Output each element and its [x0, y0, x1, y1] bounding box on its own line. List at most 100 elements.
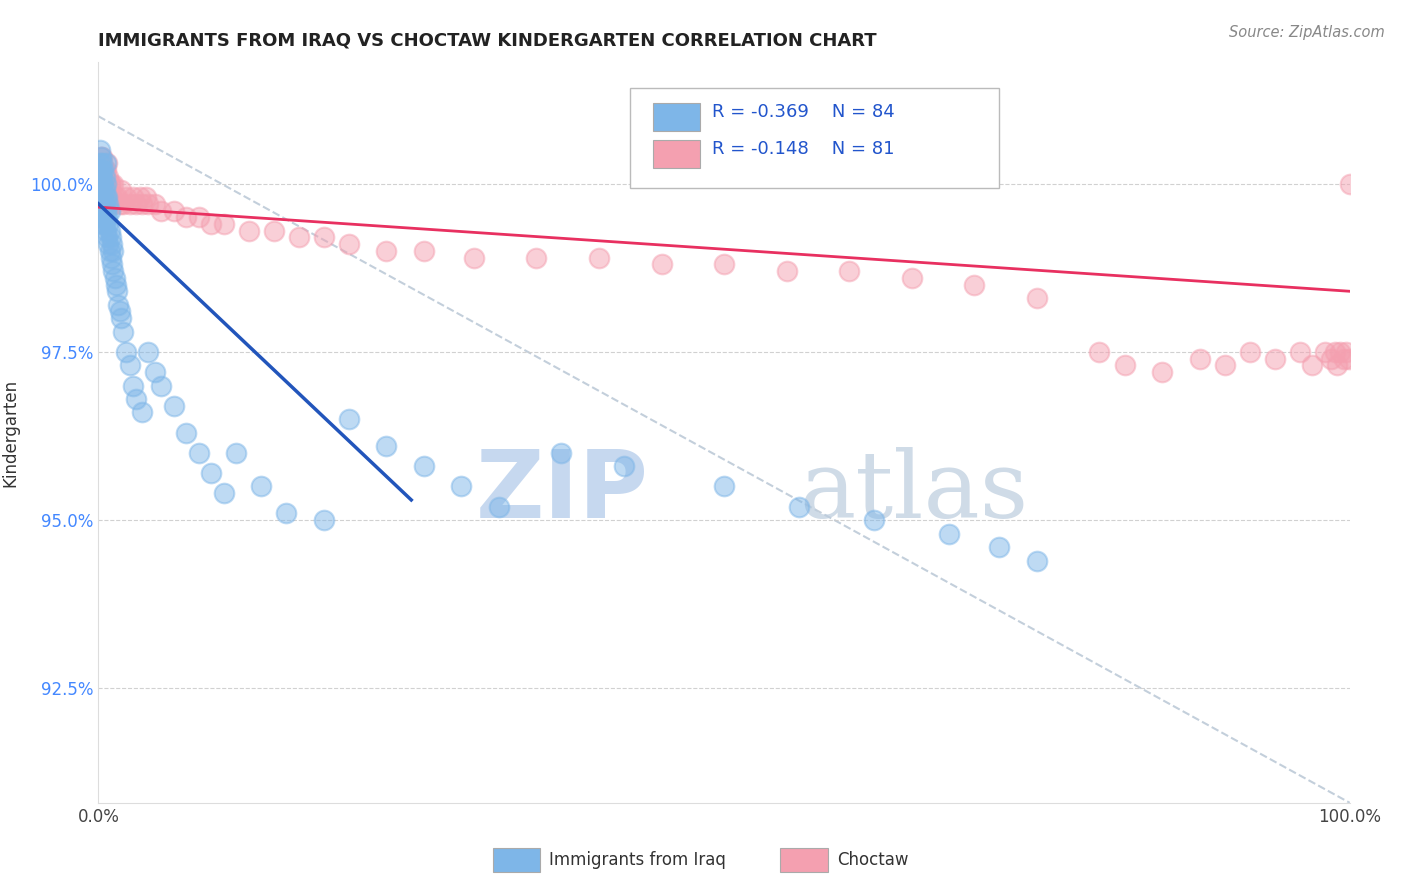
Point	[110, 183, 132, 197]
Point	[105, 285, 128, 299]
Point	[550, 446, 572, 460]
Point	[375, 439, 398, 453]
Point	[412, 244, 434, 258]
Point	[250, 479, 273, 493]
Point	[118, 359, 141, 373]
Point	[96, 177, 118, 191]
Point	[263, 224, 285, 238]
Point	[212, 217, 235, 231]
Point	[101, 237, 124, 252]
Point	[104, 277, 127, 292]
Point	[107, 298, 129, 312]
Text: ZIP: ZIP	[477, 446, 650, 538]
Point	[138, 196, 160, 211]
Point	[96, 190, 118, 204]
Point	[1213, 359, 1236, 373]
Point	[94, 163, 117, 178]
Point	[91, 183, 114, 197]
Point	[713, 257, 735, 271]
Point	[93, 211, 115, 225]
Point	[613, 459, 636, 474]
Point	[93, 196, 115, 211]
Point	[963, 277, 986, 292]
Point	[838, 264, 860, 278]
Point	[1320, 351, 1343, 366]
Point	[90, 211, 112, 225]
Point	[110, 311, 132, 326]
Point	[91, 169, 114, 184]
Point	[1301, 359, 1323, 373]
Point	[238, 224, 260, 238]
Point	[93, 190, 115, 204]
Point	[90, 190, 112, 204]
Point	[118, 196, 141, 211]
FancyBboxPatch shape	[780, 848, 828, 871]
Point	[97, 237, 120, 252]
Point	[1026, 553, 1049, 567]
Point	[93, 163, 115, 178]
Point	[125, 196, 148, 211]
Point	[488, 500, 510, 514]
Point	[200, 217, 222, 231]
Point	[89, 177, 111, 191]
Point	[93, 183, 115, 197]
Point	[93, 177, 115, 191]
Point	[375, 244, 398, 258]
Point	[274, 507, 298, 521]
Point	[98, 177, 121, 191]
Point	[187, 446, 209, 460]
Point	[94, 203, 117, 218]
Point	[90, 150, 112, 164]
Point	[112, 196, 135, 211]
Point	[938, 526, 960, 541]
Point	[150, 203, 173, 218]
Point	[93, 169, 115, 184]
Point	[174, 211, 197, 225]
Point	[1333, 351, 1355, 366]
Point	[101, 190, 124, 204]
Text: Source: ZipAtlas.com: Source: ZipAtlas.com	[1229, 25, 1385, 40]
Text: Immigrants from Iraq: Immigrants from Iraq	[548, 851, 725, 869]
Point	[96, 211, 118, 225]
Point	[1339, 177, 1361, 191]
Point	[100, 251, 122, 265]
Point	[93, 163, 115, 178]
Point	[135, 190, 157, 204]
Point	[787, 500, 810, 514]
Text: R = -0.369    N = 84: R = -0.369 N = 84	[711, 103, 894, 121]
Point	[174, 425, 197, 440]
Point	[96, 190, 118, 204]
Point	[122, 378, 145, 392]
Point	[91, 156, 114, 170]
Point	[131, 196, 153, 211]
Point	[91, 150, 114, 164]
Point	[1088, 344, 1111, 359]
Point	[863, 513, 886, 527]
Point	[89, 190, 111, 204]
Text: Choctaw: Choctaw	[837, 851, 908, 869]
Point	[463, 251, 485, 265]
Point	[94, 183, 117, 197]
FancyBboxPatch shape	[652, 140, 700, 169]
Point	[187, 211, 209, 225]
Point	[115, 190, 138, 204]
Point	[91, 203, 114, 218]
Point	[90, 196, 112, 211]
Point	[104, 190, 127, 204]
Point	[100, 230, 122, 244]
Point	[93, 163, 115, 178]
Point	[98, 244, 121, 258]
Point	[90, 169, 112, 184]
Point	[150, 378, 173, 392]
Point	[1334, 344, 1357, 359]
Text: atlas: atlas	[799, 447, 1028, 537]
FancyBboxPatch shape	[652, 103, 700, 131]
FancyBboxPatch shape	[630, 88, 1000, 188]
Point	[143, 196, 166, 211]
Point	[90, 169, 112, 184]
Point	[312, 513, 335, 527]
Point	[287, 230, 309, 244]
Point	[988, 540, 1011, 554]
Point	[94, 224, 117, 238]
Point	[1026, 291, 1049, 305]
